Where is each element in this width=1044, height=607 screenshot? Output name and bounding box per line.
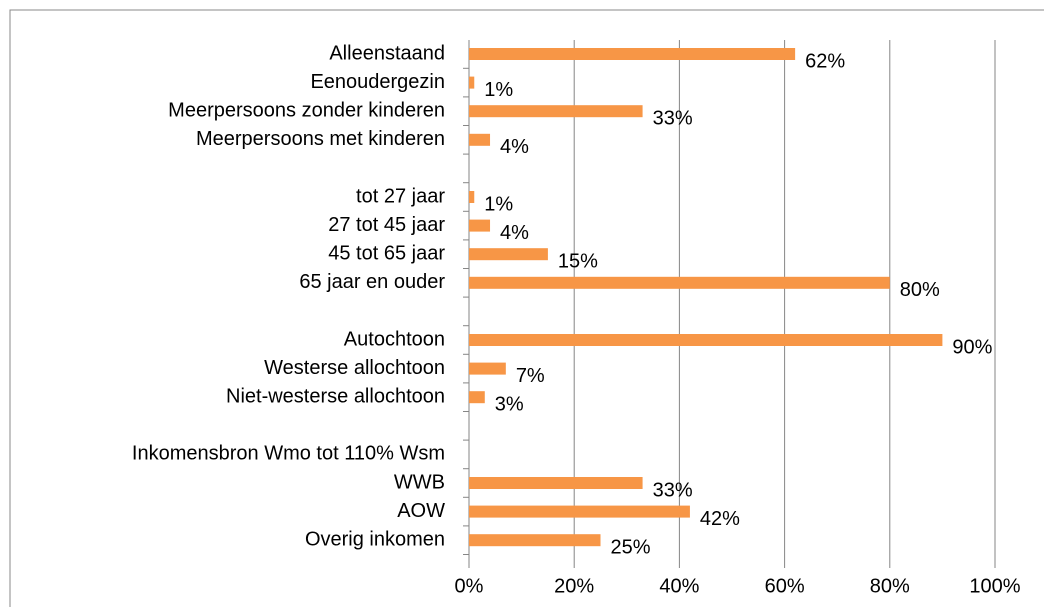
y-tick-label: Inkomensbron Wmo tot 110% Wsm — [132, 443, 445, 465]
chart-border — [9, 9, 1044, 607]
y-tick-label: WWB — [394, 471, 445, 493]
value-label: 15% — [558, 250, 598, 272]
bar — [469, 48, 796, 60]
x-tick-label: 40% — [659, 575, 699, 597]
y-tick-label: 65 jaar en ouder — [299, 271, 445, 293]
y-tick-label: Meerpersoons zonder kinderen — [168, 99, 445, 121]
y-tick-label: Niet-westerse allochtoon — [226, 385, 445, 407]
y-tick-label: Autochtoon — [344, 328, 445, 350]
bar — [469, 391, 485, 404]
x-tick-label: 20% — [554, 575, 594, 597]
y-tick-label: Meerpersoons met kinderen — [196, 128, 445, 150]
y-tick-label: 45 tot 65 jaar — [328, 242, 445, 264]
value-label: 42% — [700, 508, 740, 530]
value-label: 3% — [495, 393, 524, 415]
value-label: 90% — [952, 336, 992, 358]
x-tick-label: 100% — [969, 575, 1020, 597]
bar — [469, 76, 475, 89]
bar — [469, 505, 690, 518]
value-label: 80% — [900, 279, 940, 301]
value-label: 25% — [611, 536, 651, 558]
bar — [469, 248, 548, 261]
y-tick-label: 27 tot 45 jaar — [328, 214, 445, 236]
bar — [469, 334, 943, 346]
value-label: 33% — [653, 107, 693, 129]
x-tick-label: 80% — [870, 575, 910, 597]
value-label: 4% — [500, 222, 529, 244]
x-tick-label: 0% — [455, 575, 484, 597]
value-label: 1% — [484, 79, 513, 101]
bar — [469, 219, 491, 232]
bar — [469, 477, 643, 489]
value-label: 33% — [653, 479, 693, 501]
bar — [469, 276, 890, 289]
value-label: 4% — [500, 136, 529, 158]
bar — [469, 105, 643, 118]
y-tick-label: AOW — [397, 500, 445, 522]
value-label: 62% — [805, 50, 845, 72]
bar — [469, 133, 491, 146]
y-tick-label: Westerse allochtoon — [264, 357, 445, 379]
y-tick-label: Overig inkomen — [305, 528, 445, 550]
y-tick-label: Eenoudergezin — [310, 71, 445, 93]
bar — [469, 362, 506, 375]
bar — [469, 534, 601, 547]
y-tick-label: Alleenstaand — [329, 42, 445, 64]
value-label: 7% — [516, 365, 545, 387]
x-tick-label: 60% — [765, 575, 805, 597]
bar — [469, 191, 475, 203]
y-tick-label: tot 27 jaar — [356, 185, 445, 207]
value-label: 1% — [484, 193, 513, 215]
